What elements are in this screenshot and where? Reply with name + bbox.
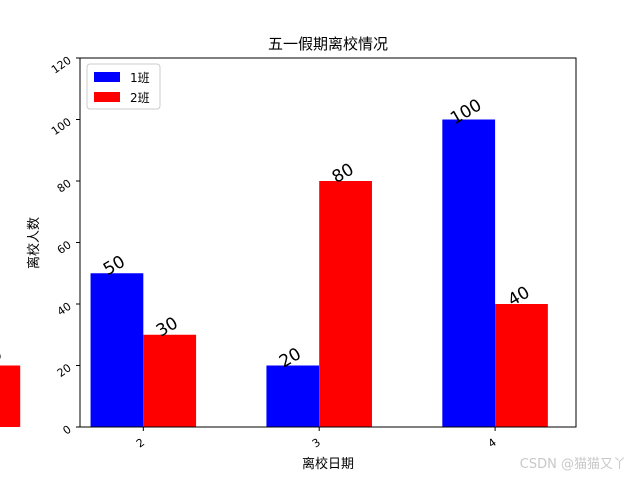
- bars-group: [0, 119, 548, 427]
- bar-series2-4: [495, 304, 548, 427]
- y-tick-label: 60: [55, 238, 74, 257]
- y-tick-label: 100: [49, 115, 74, 138]
- y-tick-label: 80: [55, 177, 74, 196]
- bar-series2-1: [0, 365, 21, 427]
- legend-swatch: [94, 72, 120, 82]
- chart-title: 五一假期离校情况: [268, 35, 388, 53]
- legend-label: 1班: [130, 71, 150, 85]
- bar-series2-2: [143, 334, 197, 427]
- bar-series1-4: [442, 119, 496, 427]
- x-tick-label: 2: [134, 436, 147, 451]
- bar-series1-3: [266, 365, 320, 427]
- y-tick-label: 20: [55, 361, 74, 380]
- x-tick-label: 4: [486, 436, 499, 451]
- x-axis: 1234: [134, 427, 499, 451]
- data-label: 20: [0, 344, 6, 372]
- x-tick-label: 3: [310, 436, 323, 451]
- y-axis-label: 离校人数: [26, 217, 42, 269]
- bar-series1-2: [90, 273, 144, 427]
- y-axis: 0 20 40 60 80 100 120: [49, 54, 80, 438]
- bar-series2-3: [319, 181, 372, 427]
- legend-swatch: [94, 92, 120, 102]
- watermark: CSDN @猫猫又丫: [519, 457, 626, 472]
- y-tick-label: 0: [61, 423, 74, 438]
- y-tick-label: 120: [49, 54, 74, 77]
- y-tick-label: 40: [55, 300, 74, 319]
- x-axis-label: 离校日期: [302, 456, 354, 472]
- legend-label: 2班: [130, 91, 150, 105]
